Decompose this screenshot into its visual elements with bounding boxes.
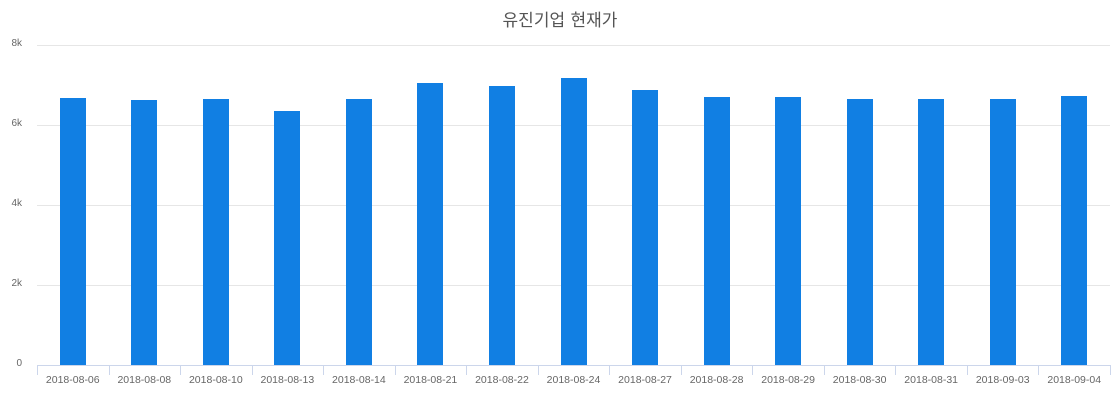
x-tick <box>394 365 396 375</box>
bar-2018-08-31[interactable] <box>918 99 945 365</box>
x-tick <box>1038 365 1040 375</box>
x-tick-label: 2018-08-29 <box>761 374 815 386</box>
x-tick-label: 2018-08-06 <box>45 374 100 386</box>
x-tick-label: 2018-08-30 <box>832 374 887 386</box>
x-tick-label: 2018-08-21 <box>403 374 458 386</box>
bar-2018-08-24[interactable] <box>560 78 587 365</box>
y-tick-label: 2k <box>11 278 22 289</box>
x-tick-label: 2018-08-27 <box>618 374 672 386</box>
x-tick-label: 2018-08-10 <box>188 374 243 386</box>
bar-2018-08-27[interactable] <box>632 90 659 365</box>
bar-2018-08-13[interactable] <box>274 111 301 365</box>
x-tick <box>752 365 754 375</box>
y-tick-label: 4k <box>11 198 22 209</box>
bar-2018-08-10[interactable] <box>202 99 229 365</box>
bar-2018-08-30[interactable] <box>846 99 873 365</box>
bar-2018-09-04[interactable] <box>1061 95 1088 365</box>
x-tick <box>323 365 325 375</box>
plot-area <box>37 45 1110 365</box>
y-tick-label: 6k <box>11 118 22 129</box>
x-tick-label: 2018-09-04 <box>1047 374 1102 386</box>
x-tick <box>37 365 38 375</box>
gridline <box>37 45 1110 46</box>
x-tick-label: 2018-08-22 <box>475 374 529 386</box>
x-axis-line <box>37 365 1110 366</box>
x-tick-label: 2018-08-24 <box>546 374 601 386</box>
chart-title: 유진기업 현재가 <box>502 11 618 31</box>
x-tick-label: 2018-08-28 <box>689 374 744 386</box>
x-tick-label: 2018-08-08 <box>117 374 172 386</box>
bar-2018-08-22[interactable] <box>488 86 515 365</box>
bar-2018-08-29[interactable] <box>775 97 802 365</box>
x-tick-label: 2018-09-03 <box>975 374 1030 386</box>
x-tick <box>823 365 825 375</box>
x-tick <box>895 365 897 375</box>
x-tick <box>966 365 968 375</box>
x-tick <box>680 365 682 375</box>
x-tick <box>466 365 468 375</box>
bar-2018-08-08[interactable] <box>131 99 158 365</box>
x-tick-label: 2018-08-13 <box>260 374 315 386</box>
x-tick <box>108 365 110 375</box>
x-tick-label: 2018-08-14 <box>332 374 386 386</box>
x-tick <box>251 365 253 375</box>
y-tick-label: 8k <box>11 38 22 49</box>
x-tick <box>1110 365 1111 375</box>
bar-2018-08-06[interactable] <box>59 97 86 365</box>
x-tick <box>537 365 539 375</box>
x-tick <box>180 365 182 375</box>
bar-2018-09-03[interactable] <box>989 99 1016 365</box>
x-tick-label: 2018-08-31 <box>904 374 959 386</box>
bar-2018-08-21[interactable] <box>417 83 444 365</box>
bar-2018-08-14[interactable] <box>345 99 372 365</box>
y-tick-label: 0 <box>16 358 22 369</box>
bar-2018-08-28[interactable] <box>703 97 730 365</box>
x-tick <box>609 365 611 375</box>
